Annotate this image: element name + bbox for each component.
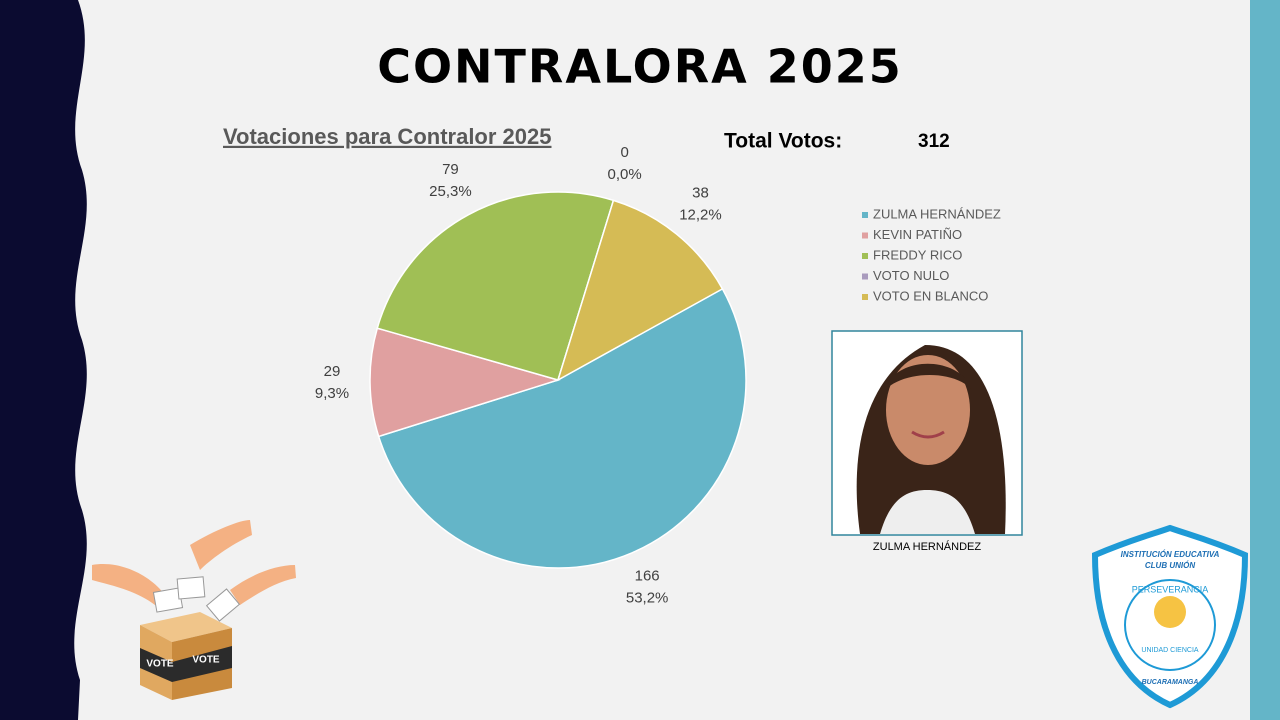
legend-label: ZULMA HERNÁNDEZ: [873, 206, 1001, 221]
box-top: [140, 612, 232, 642]
left-band: [0, 0, 87, 720]
hand: [92, 564, 165, 605]
percentage-label: 53,2%: [626, 590, 669, 607]
face: [886, 355, 970, 465]
ballot: [176, 576, 206, 600]
ballot-text: VOTE: [146, 659, 174, 670]
slide-title: CONTRALORA 2025: [377, 40, 903, 94]
legend-label: FREDDY RICO: [873, 247, 962, 262]
sun: [1154, 596, 1186, 628]
pie-slice: [369, 327, 561, 438]
ballot-text: VOTE: [192, 655, 220, 666]
value-label: 79: [442, 161, 459, 178]
ballot-illustration: VOTE VOTE: [92, 520, 296, 700]
value-label: 166: [635, 568, 660, 585]
ballot: [205, 588, 241, 622]
shirt: [880, 490, 975, 534]
legend-marker: [862, 253, 868, 259]
logo-text: UNIDAD CIENCIA: [1141, 647, 1199, 654]
fringe: [885, 363, 972, 390]
value-label: 0: [620, 144, 628, 161]
logo-text: INSTITUCIÓN EDUCATIVA: [1121, 550, 1220, 559]
value-label: 29: [324, 363, 341, 380]
box-band: [140, 646, 232, 682]
candidate-photo: [831, 330, 1023, 536]
legend-label: VOTO NULO: [873, 268, 949, 283]
chart-title: Votaciones para Contralor 2025: [223, 124, 552, 149]
pie-slice: [377, 287, 747, 569]
percentage-label: 0,0%: [608, 166, 642, 183]
smile: [911, 430, 945, 439]
legend-label: VOTO EN BLANCO: [873, 288, 988, 303]
legend-label: KEVIN PATIÑO: [873, 227, 962, 242]
legend-marker: [862, 273, 868, 280]
legend-marker: [862, 294, 868, 300]
hand: [230, 565, 296, 605]
total-label: Total Votos:: [724, 130, 842, 153]
legend-marker: [862, 232, 868, 239]
photo-caption: ZULMA HERNÁNDEZ: [873, 540, 981, 553]
percentage-label: 9,3%: [315, 385, 349, 402]
right-band: [1250, 0, 1280, 720]
hand: [190, 520, 252, 570]
school-logo: INSTITUCIÓN EDUCATIVA CLUB UNIÓN PERSEVE…: [1091, 524, 1249, 709]
pie-slice: [376, 191, 615, 381]
legend-marker: [862, 212, 868, 218]
value-label: 38: [692, 185, 709, 202]
logo-text: CLUB UNIÓN: [1145, 561, 1195, 570]
percentage-label: 25,3%: [429, 183, 472, 200]
logo-text: BUCARAMANGA: [1142, 679, 1199, 686]
seal-ring: [1124, 579, 1216, 671]
total-value: 312: [918, 131, 950, 152]
pie-slice: [556, 199, 724, 382]
logo-text: PERSEVERANCIA: [1132, 584, 1209, 594]
percentage-label: 12,2%: [679, 207, 722, 224]
